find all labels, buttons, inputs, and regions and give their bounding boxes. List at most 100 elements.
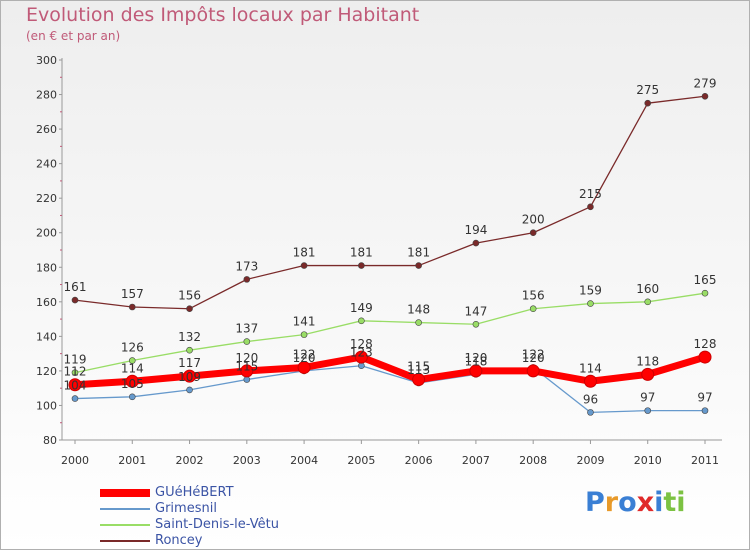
- y-tick-label: 220: [36, 192, 57, 205]
- data-label: 115: [235, 360, 258, 374]
- data-label: 200: [522, 213, 545, 227]
- legend-swatch: [100, 540, 150, 542]
- data-label: 120: [293, 351, 316, 365]
- data-point: [186, 305, 193, 313]
- x-tick-label: 2010: [634, 454, 662, 467]
- x-tick-label: 2006: [405, 454, 433, 467]
- data-label: 149: [350, 301, 373, 315]
- legend: GUéHéBERT Grimesnil Saint-Denis-le-Vêtu Ron…: [100, 485, 360, 549]
- y-tick-label: 300: [36, 54, 57, 67]
- chart-title: Evolution des Impôts locaux par Habitant: [26, 4, 420, 26]
- data-label: 279: [694, 76, 717, 90]
- data-label: 159: [579, 284, 602, 298]
- data-point: [300, 331, 308, 338]
- data-label: 128: [694, 337, 717, 351]
- legend-swatch: [100, 508, 150, 510]
- data-point: [701, 407, 709, 414]
- y-tick-label: 200: [36, 227, 57, 240]
- data-point: [412, 373, 426, 387]
- data-point: [701, 289, 709, 297]
- y-tick-label: 100: [36, 399, 57, 412]
- data-label: 157: [121, 287, 144, 301]
- y-tick-label: 180: [36, 261, 57, 274]
- data-label: 105: [121, 377, 144, 391]
- data-label: 118: [636, 354, 659, 368]
- series-roncey: [71, 92, 709, 313]
- data-point: [469, 364, 483, 378]
- data-label: 141: [293, 315, 316, 329]
- y-tick-label: 280: [36, 89, 57, 102]
- data-label: 137: [235, 322, 258, 336]
- logo-letter: t: [663, 487, 677, 518]
- data-point: [701, 92, 709, 100]
- data-point: [472, 320, 480, 328]
- data-point: [526, 364, 540, 378]
- data-point: [644, 99, 652, 107]
- data-point: [186, 346, 193, 354]
- data-point: [71, 395, 79, 402]
- x-tick-label: 2004: [290, 454, 318, 467]
- series-line: [71, 353, 709, 389]
- logo-letter: x: [636, 487, 655, 518]
- data-label: 181: [407, 246, 430, 260]
- data-label: 173: [235, 259, 258, 273]
- data-label: 114: [121, 361, 144, 375]
- data-point: [415, 319, 422, 326]
- legend-label: Saint-Denis-le-Vêtu: [155, 517, 279, 532]
- data-label: 156: [178, 289, 201, 303]
- logo-letter: i: [654, 487, 664, 518]
- data-label: 194: [464, 223, 487, 237]
- logo-letter: i: [676, 487, 686, 518]
- data-point: [71, 369, 79, 376]
- data-label: 215: [579, 187, 602, 201]
- data-label: 120: [464, 351, 487, 365]
- series-line: [74, 95, 706, 310]
- data-label: 275: [636, 83, 659, 97]
- legend-item: Saint-Denis-le-Vêtu: [100, 517, 360, 533]
- y-tick-label: 120: [36, 365, 57, 378]
- data-label: 148: [407, 303, 430, 317]
- data-point: [128, 357, 136, 364]
- data-point: [587, 300, 594, 307]
- data-label: 181: [350, 246, 373, 260]
- legend-item: GUéHéBERT: [100, 485, 360, 501]
- data-label: 161: [64, 280, 87, 294]
- data-label: 123: [350, 346, 373, 360]
- data-point: [358, 317, 365, 325]
- legend-item: Roncey: [100, 533, 360, 549]
- x-tick-label: 2008: [519, 454, 547, 467]
- chart-subtitle: (en € et par an): [26, 29, 121, 43]
- data-point: [644, 298, 652, 306]
- data-point: [71, 296, 79, 304]
- series-gu-h-bert: [68, 350, 712, 392]
- data-point: [128, 303, 136, 311]
- y-tick-label: 260: [36, 123, 57, 136]
- data-point: [243, 276, 251, 283]
- logo-letter: o: [618, 487, 637, 518]
- proxiti-logo: Proxiti: [585, 487, 686, 518]
- data-label: 120: [522, 351, 545, 365]
- data-point: [587, 409, 594, 416]
- data-point: [354, 350, 368, 364]
- legend-swatch: [100, 524, 150, 526]
- x-tick-label: 2003: [233, 454, 261, 467]
- logo-letter: P: [585, 487, 605, 518]
- data-label: 112: [64, 365, 87, 379]
- data-point: [243, 338, 251, 345]
- data-point: [68, 378, 82, 392]
- data-label: 97: [640, 391, 655, 405]
- data-point: [358, 262, 365, 269]
- y-tick-label: 140: [36, 330, 57, 343]
- data-point: [583, 374, 597, 388]
- x-tick-label: 2000: [61, 454, 89, 467]
- data-label: 165: [694, 273, 717, 287]
- data-label: 109: [178, 370, 201, 384]
- data-label: 160: [636, 282, 659, 296]
- data-point: [529, 229, 537, 237]
- data-label: 96: [583, 392, 598, 406]
- data-point: [641, 367, 655, 381]
- y-tick-label: 80: [43, 434, 57, 447]
- data-point: [240, 364, 254, 378]
